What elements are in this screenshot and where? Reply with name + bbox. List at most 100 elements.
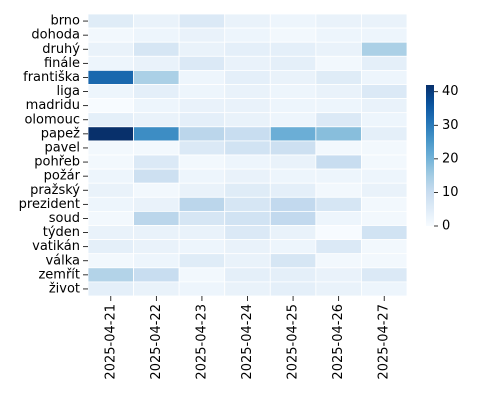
- heatmap-cell: [224, 126, 271, 142]
- heatmap-cell: [315, 27, 362, 43]
- heatmap-cell: [224, 196, 271, 212]
- x-tick-label: 2025-04-23: [194, 304, 209, 380]
- heatmap-cell: [87, 239, 134, 255]
- heatmap-cells: [87, 13, 408, 297]
- x-tick-label: 2025-04-22: [149, 304, 164, 380]
- heatmap-cell: [361, 70, 408, 85]
- heatmap-cell: [87, 154, 134, 170]
- heatmap-cell: [178, 27, 226, 43]
- heatmap-cell: [361, 253, 408, 269]
- heatmap-cell: [178, 210, 226, 226]
- heatmap-cell: [269, 126, 317, 142]
- heatmap-cell: [87, 140, 134, 156]
- heatmap-cell: [315, 112, 362, 128]
- heatmap-cell: [361, 154, 408, 170]
- heatmap-cell: [224, 225, 271, 241]
- heatmap-cell: [178, 253, 226, 269]
- heatmap-cell: [87, 126, 134, 142]
- heatmap-cell: [361, 55, 408, 71]
- heatmap-cell: [361, 196, 408, 212]
- heatmap-cell: [315, 196, 362, 212]
- heatmap-cell: [133, 13, 180, 29]
- heatmap-cell: [269, 112, 317, 128]
- y-tick-label: brno: [50, 14, 80, 29]
- heatmap-cell: [178, 55, 226, 71]
- colorbar: 0 10 20 30 40: [426, 84, 459, 234]
- heatmap-cell: [178, 41, 226, 57]
- heatmap-cell: [361, 41, 408, 57]
- heatmap-cell: [133, 267, 180, 283]
- heatmap-cell: [178, 112, 226, 128]
- heatmap-cell: [224, 27, 271, 43]
- heatmap-cell: [269, 140, 317, 156]
- heatmap-cell: [133, 168, 180, 184]
- heatmap-cell: [315, 55, 362, 71]
- heatmap-cell: [133, 98, 180, 114]
- colorbar-tick-label: 0: [442, 219, 450, 234]
- heatmap-cell: [315, 13, 362, 29]
- y-axis-labels: brnodohodadruhýfinálefrantiškaligamadrid…: [19, 14, 88, 296]
- heatmap-cell: [133, 84, 180, 100]
- heatmap-cell: [269, 27, 317, 43]
- heatmap-cell: [87, 41, 134, 57]
- heatmap-cell: [224, 182, 271, 198]
- y-tick-label: válka: [45, 253, 80, 268]
- heatmap-cell: [269, 281, 317, 297]
- heatmap-cell: [269, 253, 317, 269]
- heatmap-cell: [133, 126, 180, 142]
- heatmap-cell: [269, 84, 317, 100]
- heatmap-cell: [361, 84, 408, 100]
- y-tick-label: olomouc: [24, 112, 80, 127]
- x-tick-label: 2025-04-24: [240, 304, 255, 380]
- heatmap-cell: [87, 210, 134, 226]
- heatmap-cell: [315, 253, 362, 269]
- y-tick-label: týden: [43, 225, 80, 240]
- heatmap-cell: [315, 267, 362, 283]
- heatmap-cell: [178, 239, 226, 255]
- y-tick-label: finále: [44, 56, 80, 71]
- heatmap-cell: [224, 84, 271, 100]
- heatmap-cell: [361, 182, 408, 198]
- y-tick-label: požár: [44, 169, 81, 184]
- heatmap-cell: [87, 84, 134, 100]
- heatmap-cell: [315, 84, 362, 100]
- heatmap-cell: [178, 70, 226, 85]
- heatmap-cell: [224, 55, 271, 71]
- heatmap-cell: [361, 140, 408, 156]
- heatmap-cell: [269, 225, 317, 241]
- heatmap-cell: [87, 27, 134, 43]
- heatmap-cell: [315, 70, 362, 85]
- y-tick-label: liga: [57, 84, 80, 99]
- y-tick-label: madridu: [26, 98, 80, 113]
- heatmap-cell: [133, 70, 180, 85]
- heatmap-cell: [87, 70, 134, 85]
- colorbar-tick-label: 10: [442, 185, 459, 200]
- heatmap-cell: [269, 98, 317, 114]
- y-tick-label: pavel: [44, 140, 80, 155]
- x-axis-labels: 2025-04-21 2025-04-22 2025-04-23 2025-04-24…: [103, 296, 392, 380]
- colorbar-tick-label: 30: [442, 118, 459, 133]
- heatmap-cell: [87, 98, 134, 114]
- heatmap-cell: [178, 168, 226, 184]
- heatmap-cell: [133, 112, 180, 128]
- heatmap-cell: [224, 210, 271, 226]
- heatmap-cell: [361, 281, 408, 297]
- heatmap-cell: [224, 41, 271, 57]
- heatmap-cell: [178, 98, 226, 114]
- heatmap-cell: [133, 281, 180, 297]
- heatmap-cell: [224, 239, 271, 255]
- heatmap-cell: [178, 267, 226, 283]
- y-tick-label: druhý: [42, 42, 80, 57]
- heatmap-cell: [269, 210, 317, 226]
- heatmap-cell: [224, 140, 271, 156]
- colorbar-tick-label: 20: [442, 151, 459, 166]
- heatmap-cell: [224, 98, 271, 114]
- heatmap-cell: [87, 182, 134, 198]
- heatmap-cell: [87, 168, 134, 184]
- x-tick-label: 2025-04-21: [103, 304, 118, 380]
- heatmap-cell: [133, 27, 180, 43]
- heatmap-cell: [315, 281, 362, 297]
- heatmap-cell: [224, 112, 271, 128]
- y-tick-label: františka: [23, 70, 80, 85]
- colorbar-gradient: [426, 85, 434, 226]
